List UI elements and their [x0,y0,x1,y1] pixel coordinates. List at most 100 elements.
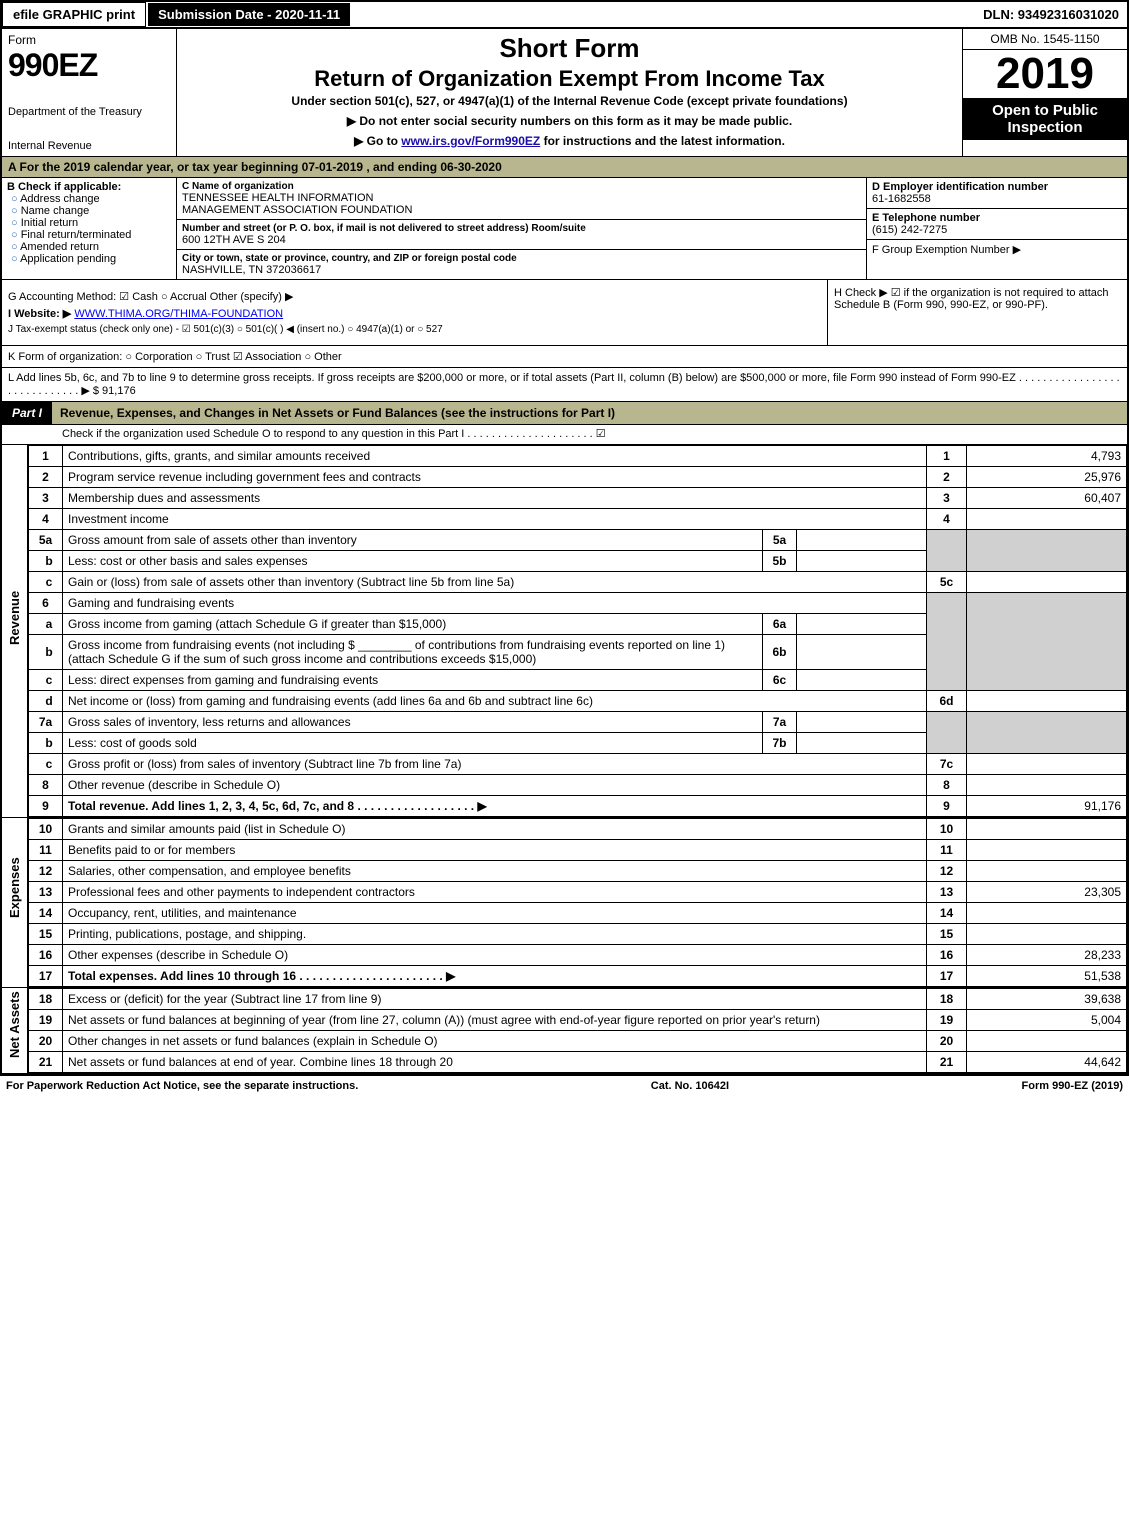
revenue-section: Revenue 1Contributions, gifts, grants, a… [2,445,1127,818]
org-name-1: TENNESSEE HEALTH INFORMATION [182,192,861,204]
form-990ez-page: efile GRAPHIC print Submission Date - 20… [0,0,1129,1076]
line-6d-no: d [29,691,63,712]
cb-initial-return[interactable]: Initial return [11,217,171,229]
line-11-desc: Benefits paid to or for members [63,840,927,861]
line-6c-subval [797,670,927,691]
line-6b-desc: Gross income from fundraising events (no… [63,635,763,670]
line-1-rn: 1 [927,446,967,467]
goto-note: ▶ Go to www.irs.gov/Form990EZ for instru… [183,134,956,148]
l-row: L Add lines 5b, 6c, and 7b to line 9 to … [2,368,1127,402]
tax-year: 2019 [963,50,1127,98]
line-5a-sub: 5a [763,530,797,551]
line-2-no: 2 [29,467,63,488]
net-assets-table: 18Excess or (deficit) for the year (Subt… [28,988,1127,1073]
form-title: Return of Organization Exempt From Incom… [183,66,956,92]
line-10-val [967,819,1127,840]
line-19-val: 5,004 [967,1010,1127,1031]
line-8-no: 8 [29,775,63,796]
line-6a-sub: 6a [763,614,797,635]
line-6a-subval [797,614,927,635]
line-3-no: 3 [29,488,63,509]
line-2-val: 25,976 [967,467,1127,488]
cb-application-pending[interactable]: Application pending [11,253,171,265]
cb-final-return[interactable]: Final return/terminated [11,229,171,241]
line-16-rn: 16 [927,945,967,966]
line-1-desc: Contributions, gifts, grants, and simila… [63,446,927,467]
line-7c-no: c [29,754,63,775]
line-8-val [967,775,1127,796]
tax-exempt-status: J Tax-exempt status (check only one) - ☑… [8,324,821,335]
line-7a-no: 7a [29,712,63,733]
revenue-vertical-label: Revenue [2,445,28,817]
expenses-section: Expenses 10Grants and similar amounts pa… [2,818,1127,988]
line-21-desc: Net assets or fund balances at end of ye… [63,1052,927,1073]
box-b: B Check if applicable: Address change Na… [2,178,177,279]
line-1-val: 4,793 [967,446,1127,467]
line-7c-val [967,754,1127,775]
website-link[interactable]: WWW.THIMA.ORG/THIMA-FOUNDATION [74,308,283,320]
line-15-desc: Printing, publications, postage, and shi… [63,924,927,945]
line-4-val [967,509,1127,530]
part-1-tag: Part I [2,402,52,424]
line-20-rn: 20 [927,1031,967,1052]
form-word: Form [8,33,170,47]
line-16-desc: Other expenses (describe in Schedule O) [63,945,927,966]
short-form-title: Short Form [183,33,956,64]
box-b-title: B Check if applicable: [7,181,171,193]
line-7b-desc: Less: cost of goods sold [63,733,763,754]
line-12-rn: 12 [927,861,967,882]
line-11-rn: 11 [927,840,967,861]
accounting-method: G Accounting Method: ☑ Cash ○ Accrual Ot… [8,290,821,303]
line-10-desc: Grants and similar amounts paid (list in… [63,819,927,840]
line-5a-no: 5a [29,530,63,551]
line-6-desc: Gaming and fundraising events [63,593,927,614]
line-7a-desc: Gross sales of inventory, less returns a… [63,712,763,733]
line-5c-desc: Gain or (loss) from sale of assets other… [63,572,927,593]
ein-label: D Employer identification number [872,181,1122,193]
line-6b-subval [797,635,927,670]
line-6c-sub: 6c [763,670,797,691]
line-5a-desc: Gross amount from sale of assets other t… [63,530,763,551]
line-9-desc: Total revenue. Add lines 1, 2, 3, 4, 5c,… [63,796,927,817]
cb-name-change[interactable]: Name change [11,205,171,217]
line-5a-subval [797,530,927,551]
line-9-val: 91,176 [967,796,1127,817]
irs-link[interactable]: www.irs.gov/Form990EZ [401,134,540,148]
line-4-desc: Investment income [63,509,927,530]
line-13-val: 23,305 [967,882,1127,903]
line-12-no: 12 [29,861,63,882]
line-7b-sub: 7b [763,733,797,754]
line-17-rn: 17 [927,966,967,987]
k-row: K Form of organization: ○ Corporation ○ … [2,346,1127,368]
line-6c-no: c [29,670,63,691]
line-8-desc: Other revenue (describe in Schedule O) [63,775,927,796]
line-15-no: 15 [29,924,63,945]
line-5b-no: b [29,551,63,572]
line-6-no: 6 [29,593,63,614]
telephone-label: E Telephone number [872,212,1122,224]
cb-address-change[interactable]: Address change [11,193,171,205]
cb-amended-return[interactable]: Amended return [11,241,171,253]
line-6b-sub: 6b [763,635,797,670]
line-21-no: 21 [29,1052,63,1073]
line-6d-rn: 6d [927,691,967,712]
line-6b-no: b [29,635,63,670]
net-assets-section: Net Assets 18Excess or (deficit) for the… [2,988,1127,1074]
line-4-rn: 4 [927,509,967,530]
page-footer: For Paperwork Reduction Act Notice, see … [0,1076,1129,1096]
submission-date-label: Submission Date - 2020-11-11 [148,3,350,26]
line-5c-no: c [29,572,63,593]
city-value: NASHVILLE, TN 372036617 [182,264,861,276]
line-16-no: 16 [29,945,63,966]
line-6d-val [967,691,1127,712]
box-c: C Name of organization TENNESSEE HEALTH … [177,178,867,279]
line-7b-subval [797,733,927,754]
line-7a-subval [797,712,927,733]
line-18-rn: 18 [927,989,967,1010]
line-14-rn: 14 [927,903,967,924]
group-exemption-label: F Group Exemption Number ▶ [872,243,1122,256]
line-2-desc: Program service revenue including govern… [63,467,927,488]
line-14-desc: Occupancy, rent, utilities, and maintena… [63,903,927,924]
efile-print-button[interactable]: efile GRAPHIC print [2,2,146,27]
line-13-no: 13 [29,882,63,903]
